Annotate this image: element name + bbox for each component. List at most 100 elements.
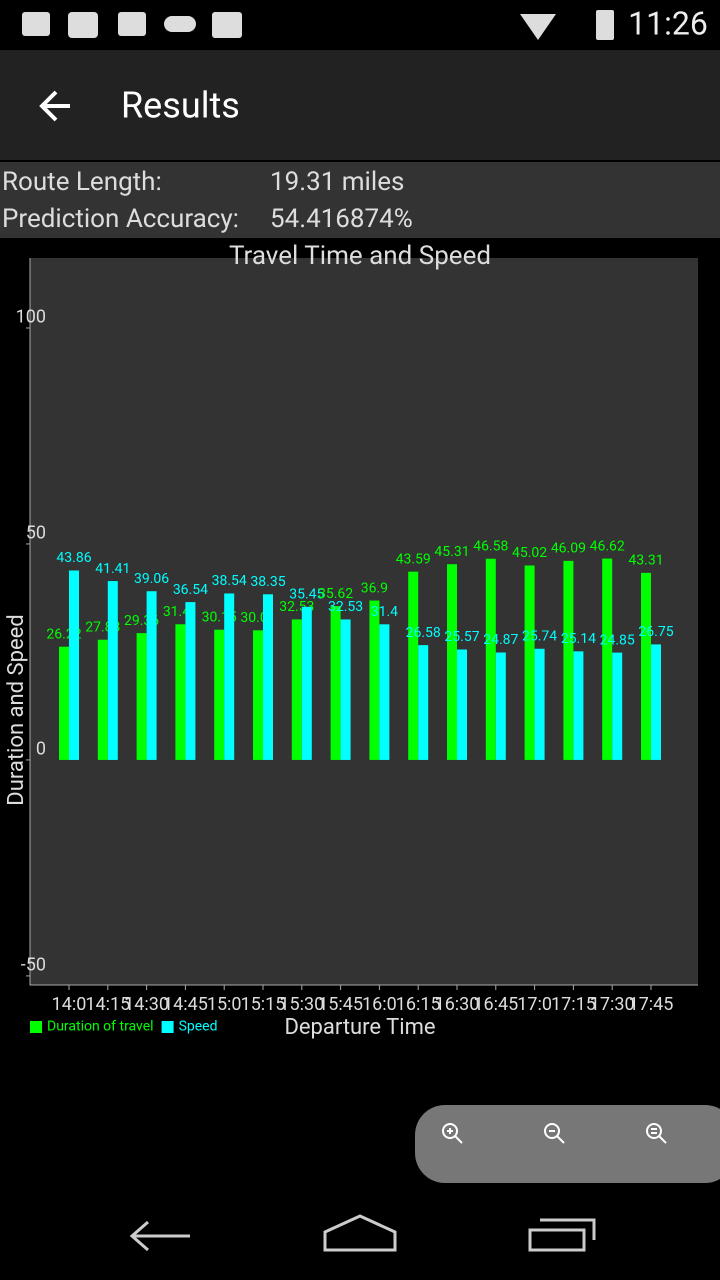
x-tick-label: 14:45 [163,994,208,1015]
bar [97,639,108,760]
bar [214,629,225,760]
value-label: 38.35 [250,574,285,590]
y-tick-label: 0 [36,739,46,760]
bar [651,644,661,760]
value-label: 43.31 [628,553,663,569]
bar [457,649,467,760]
bar [612,652,623,760]
value-label: 31.4 [371,604,398,620]
x-tick-label: 16:0 [362,994,397,1015]
value-label: 46.09 [551,541,586,557]
bar [301,606,312,760]
value-label: 45.31 [434,544,469,560]
legend-label: Speed [179,1019,218,1035]
bar [185,602,196,760]
nav-home[interactable] [323,1214,397,1252]
accuracy-label: Prediction Accuracy: [2,204,239,234]
value-label: 35.62 [318,586,353,602]
bar [418,645,429,760]
bar [495,652,506,760]
bar [534,648,545,760]
accuracy-value: 54.416874% [270,204,413,234]
value-label: 39.06 [134,571,169,587]
bar [253,630,263,760]
y-tick-label: 50 [26,523,46,544]
bar [175,624,186,760]
value-label: 25.74 [522,628,557,644]
x-tick-label: 16:30 [435,994,480,1015]
bar [408,571,419,760]
value-label: 38.54 [212,573,247,589]
zoom-out[interactable] [544,1123,565,1144]
legend-swatch [30,1021,42,1033]
x-tick-label: 17:45 [629,994,674,1015]
axes [29,258,698,986]
bar [291,619,302,760]
value-label: 25.57 [444,629,479,645]
bar [563,560,574,760]
y-axis-label: Duration and Speed [4,614,29,805]
bar [136,633,147,760]
y-tick-label: -50 [21,955,46,976]
x-tick-label: 14:0 [52,994,87,1015]
value-label: 25.14 [561,631,596,647]
route-length-value: 19.31 miles [270,167,404,197]
x-tick-label: 15:0 [207,994,242,1015]
x-tick-label: 17:15 [551,994,596,1015]
value-label: 36.54 [173,582,208,598]
value-label: 26.75 [638,624,673,640]
x-tick-label: 15:30 [279,994,324,1015]
status-icons [22,10,614,40]
value-label: 24.85 [600,632,635,648]
zoom-controls [415,1105,720,1183]
value-label: 43.59 [396,551,431,567]
value-label: 35.45 [289,587,324,603]
bar [641,572,651,760]
zoom-reset[interactable] [646,1123,667,1144]
bar [602,558,613,760]
chart-title: Travel Time and Speed [229,241,491,271]
route-info [0,162,720,238]
x-tick-label: 15:45 [318,994,363,1015]
bar [447,564,457,760]
bar [330,606,341,760]
app-bar [0,50,720,160]
value-label: 41.41 [95,561,130,577]
x-tick-label: 14:30 [124,994,169,1015]
nav-recents[interactable] [528,1218,596,1252]
y-tick-label: 100 [16,307,46,328]
bar [379,624,390,760]
value-label: 24.87 [483,632,518,648]
app-title: Results [121,85,240,127]
bar [59,646,69,760]
x-tick-label: 16:45 [473,994,518,1015]
x-tick-label: 14:15 [85,994,130,1015]
value-label: 45.02 [512,545,547,561]
x-axis-label: Departure Time [284,1015,435,1040]
plot-area [30,258,698,985]
nav-back[interactable] [129,1220,190,1252]
legend-label: Duration of travel [47,1019,154,1035]
bar [146,591,157,760]
route-length-label: Route Length: [2,167,162,197]
clock: 11:26 [628,4,708,42]
x-tick-label: 17:0 [517,994,552,1015]
value-label: 46.62 [590,538,625,554]
bar [369,600,380,760]
bar [224,593,235,760]
x-tick-label: 17:30 [590,994,635,1015]
bar [573,651,584,760]
x-tick-label: 16:15 [396,994,441,1015]
back-button[interactable] [39,90,70,122]
value-label: 32.53 [328,599,363,615]
value-label: 36.9 [361,580,388,596]
bar [69,570,79,760]
bar [107,581,118,760]
legend-swatch [161,1021,174,1033]
bar [485,558,496,760]
zoom-in[interactable] [442,1123,463,1144]
x-tick-label: 15:15 [241,994,286,1015]
value-label: 26.58 [406,625,441,641]
